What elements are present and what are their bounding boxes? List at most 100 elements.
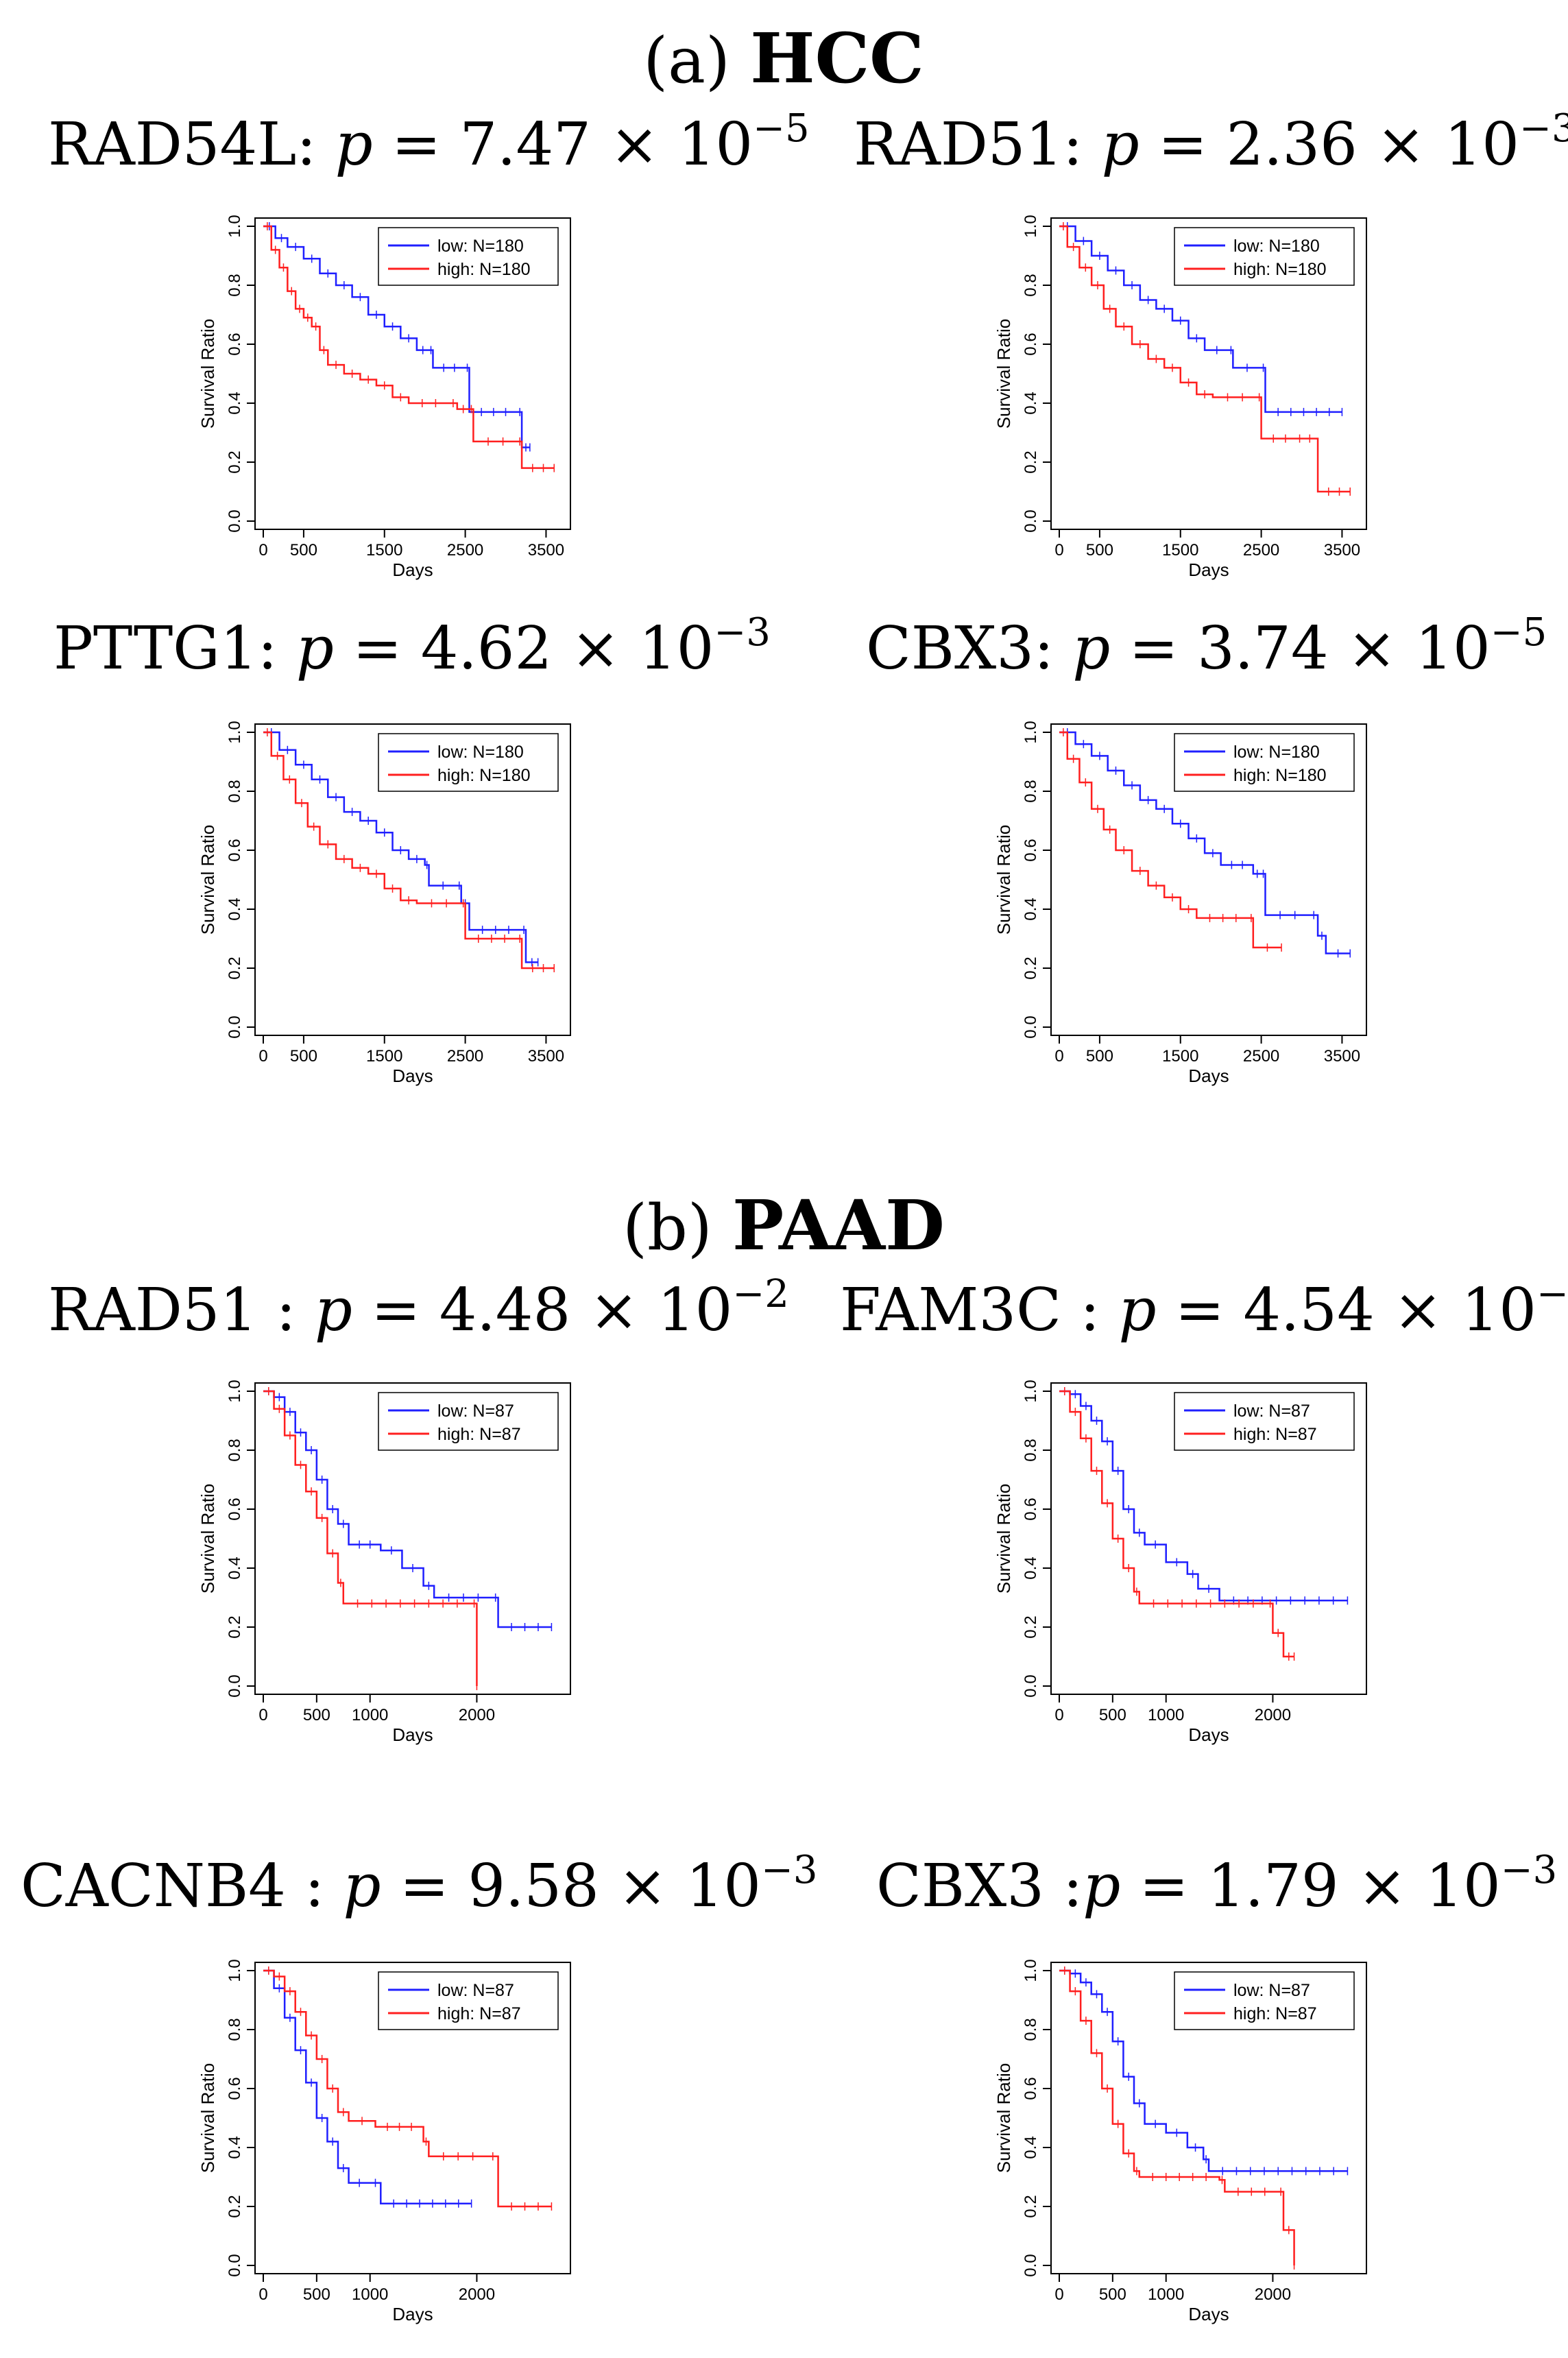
y-tick-label: 0.2 [226, 957, 244, 979]
p-exponent: −3 [714, 610, 771, 655]
legend-label: low: N=87 [1233, 1401, 1310, 1421]
section-name: PAAD [732, 1185, 945, 1266]
legend-box [1174, 1392, 1355, 1451]
x-axis-label: Days [392, 560, 433, 580]
y-axis-label: Survival Ratio [197, 1484, 218, 1593]
x-tick-label: 0 [258, 2285, 267, 2304]
survival-curve-low [263, 225, 530, 448]
p-mantissa: 4.48 [439, 1276, 570, 1345]
p-mantissa: 1.79 [1207, 1852, 1338, 1921]
y-tick-label: 1.0 [226, 215, 244, 237]
y-axis-label: Survival Ratio [993, 319, 1014, 429]
y-tick-label: 0.0 [1022, 1674, 1040, 1697]
x-tick-label: 500 [1099, 1706, 1126, 1724]
survival-curve-high [263, 1390, 478, 1686]
y-tick-label: 0.2 [226, 450, 244, 473]
plot-frame [254, 1962, 571, 2274]
x-tick-label: 500 [1099, 2285, 1126, 2304]
x-tick-label: 2500 [1243, 1047, 1279, 1066]
p-symbol: p [335, 110, 373, 179]
survival-curve-high [1059, 1390, 1294, 1658]
survival-curve-high [263, 1969, 552, 2208]
legend-label: high: N=180 [1233, 260, 1327, 279]
legend-label: low: N=180 [1233, 743, 1320, 762]
legend-label: high: N=87 [437, 1425, 521, 1444]
gene-name: RAD54L: [48, 110, 335, 179]
x-tick-label: 1500 [1162, 541, 1198, 560]
x-tick-label: 500 [290, 541, 317, 560]
y-tick-label: 0.8 [226, 780, 244, 802]
times-ten: × 10 [1375, 1276, 1536, 1345]
survival-curve-high [1059, 225, 1351, 493]
km-chart-paad-cbx3: CBX3 :p = 1.79 × 10−3 0.0 0.2 0.4 0.6 0.8 1.0 S… [876, 1848, 1557, 2324]
y-tick-label: 0.6 [1022, 333, 1040, 355]
x-tick-label: 2000 [459, 2285, 495, 2304]
p-equals: = [1120, 1852, 1207, 1921]
chart-title: CBX3: p = 3.74 × 10−5 [866, 610, 1547, 683]
p-symbol: p [1072, 614, 1110, 683]
y-tick-label: 0.0 [226, 1674, 244, 1697]
legend-label: high: N=180 [1233, 766, 1327, 785]
x-tick-label: 1000 [1148, 2285, 1184, 2304]
p-symbol: p [343, 1852, 381, 1921]
y-tick-label: 1.0 [226, 721, 244, 743]
x-tick-label: 3500 [528, 541, 564, 560]
x-tick-label: 0 [1054, 2285, 1063, 2304]
x-tick-label: 500 [1086, 541, 1113, 560]
p-mantissa: 4.54 [1243, 1276, 1374, 1345]
legend-box [378, 1971, 559, 2030]
y-tick-label: 0.2 [226, 2195, 244, 2217]
x-tick-label: 2000 [1255, 2285, 1291, 2304]
x-tick-label: 1000 [352, 2285, 388, 2304]
x-tick-label: 0 [258, 1706, 267, 1724]
legend-label: low: N=87 [437, 1981, 514, 2000]
km-chart-hcc-rad51: RAD51: p = 2.36 × 10−3 0.0 0.2 0.4 0.6 0.8 1.0… [854, 106, 1568, 580]
km-chart-paad-rad51: RAD51 : p = 4.48 × 10−2 0.0 0.2 0.4 0.6 0.8 1.… [48, 1272, 789, 1745]
y-axis-label: Survival Ratio [993, 1484, 1014, 1593]
y-tick-label: 0.4 [1022, 2136, 1040, 2158]
legend-label: low: N=180 [437, 743, 524, 762]
survival-curve-high [1059, 731, 1282, 949]
gene-name: PTTG1: [53, 614, 296, 683]
x-axis-label: Days [1188, 1066, 1229, 1086]
survival-curve-low [263, 1390, 552, 1628]
plot-frame [254, 217, 571, 530]
y-tick-label: 0.8 [1022, 274, 1040, 296]
y-tick-label: 0.8 [226, 1439, 244, 1461]
km-chart-paad-fam3c: FAM3C : p = 4.54 × 10−3 0.0 0.2 0.4 0.6 0.8 1.… [840, 1272, 1568, 1745]
y-tick-label: 0.4 [226, 2136, 244, 2158]
gene-name: RAD51 : [48, 1276, 315, 1345]
x-tick-label: 0 [1054, 1047, 1063, 1066]
x-axis-label: Days [392, 2304, 433, 2324]
p-symbol: p [1102, 110, 1139, 179]
x-tick-label: 0 [258, 541, 267, 560]
legend-label: high: N=180 [437, 766, 531, 785]
x-tick-label: 3500 [1324, 1047, 1360, 1066]
y-tick-label: 0.4 [226, 898, 244, 920]
y-tick-label: 0.6 [1022, 2077, 1040, 2100]
y-tick-label: 0.4 [1022, 392, 1040, 414]
chart-title: CACNB4 : p = 9.58 × 10−3 [21, 1848, 818, 1921]
y-tick-label: 0.0 [1022, 2254, 1040, 2276]
p-exponent: −3 [1501, 1848, 1558, 1892]
survival-curve-low [1059, 731, 1351, 954]
legend-label: high: N=87 [1233, 1425, 1317, 1444]
y-tick-label: 0.8 [1022, 2018, 1040, 2041]
plot-frame [1050, 1962, 1367, 2274]
y-tick-label: 0.6 [226, 1497, 244, 1520]
km-chart-hcc-pttg1: PTTG1: p = 4.62 × 10−3 0.0 0.2 0.4 0.6 0.8 1.0… [53, 610, 771, 1086]
survival-curve-low [263, 1969, 472, 2204]
y-axis-label: Survival Ratio [197, 825, 218, 935]
y-tick-label: 0.2 [1022, 450, 1040, 473]
section-title: (a) HCC [643, 18, 924, 99]
p-equals: = [1139, 110, 1227, 179]
km-chart-hcc-cbx3: CBX3: p = 3.74 × 10−5 0.0 0.2 0.4 0.6 0.8 1.0 S… [866, 610, 1547, 1086]
times-ten: × 10 [591, 110, 753, 179]
x-axis-label: Days [392, 1066, 433, 1086]
section-label: (a) [643, 24, 750, 97]
p-exponent: −3 [1519, 106, 1568, 151]
legend-box [1174, 1971, 1355, 2030]
survival-curve-low [263, 731, 538, 963]
km-chart-paad-cacnb4: CACNB4 : p = 9.58 × 10−3 0.0 0.2 0.4 0.6 0.8 1… [21, 1848, 818, 2324]
